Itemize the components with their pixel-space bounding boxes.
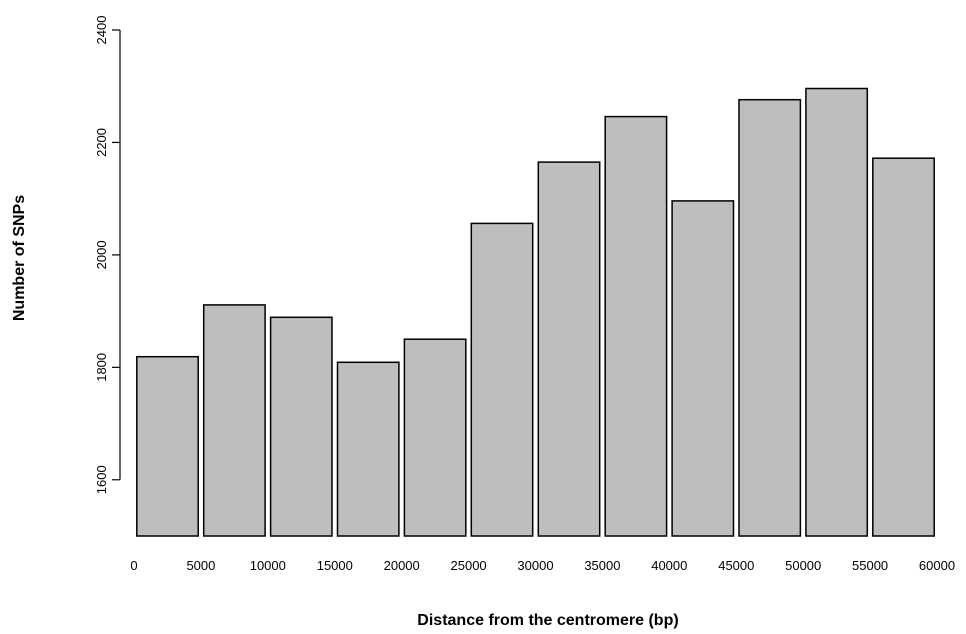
bar-20000-25000 — [403, 338, 467, 537]
y-axis: 1600 1800 2000 2200 2400 — [94, 16, 121, 494]
bar-45000-50000 — [738, 98, 802, 537]
x-tick-label: 40000 — [651, 558, 687, 573]
bars-group — [136, 87, 935, 537]
x-tick-label: 55000 — [852, 558, 888, 573]
y-tick-label: 1800 — [94, 353, 109, 382]
x-tick-label: 45000 — [718, 558, 754, 573]
x-axis-tick-labels: 0 5000 10000 15000 20000 25000 30000 35000 40000… — [130, 558, 955, 573]
x-axis-title: Distance from the centromere (bp) — [417, 612, 678, 629]
bar-35000-40000 — [604, 115, 668, 537]
bar-5000-10000 — [202, 304, 266, 537]
bar-0-5000 — [136, 355, 199, 537]
x-tick-label: 10000 — [250, 558, 286, 573]
bar-15000-20000 — [336, 361, 400, 537]
x-tick-label: 50000 — [785, 558, 821, 573]
bar-50000-55000 — [805, 87, 869, 537]
x-tick-label: 20000 — [384, 558, 420, 573]
x-tick-label: 0 — [130, 558, 137, 573]
y-tick-label: 2000 — [94, 240, 109, 269]
x-tick-label: 5000 — [186, 558, 215, 573]
x-tick-label: 25000 — [451, 558, 487, 573]
bar-55000-60000 — [872, 157, 935, 537]
x-tick-label: 30000 — [517, 558, 553, 573]
bar-25000-30000 — [470, 222, 534, 537]
y-axis-title: Number of SNPs — [11, 195, 28, 321]
y-tick-label: 2200 — [94, 128, 109, 157]
y-tick-label: 2400 — [94, 16, 109, 45]
x-tick-label: 35000 — [584, 558, 620, 573]
y-tick-label: 1600 — [94, 465, 109, 494]
x-tick-label: 60000 — [919, 558, 955, 573]
bar-40000-45000 — [671, 200, 735, 537]
x-tick-label: 15000 — [317, 558, 353, 573]
bar-30000-35000 — [537, 161, 601, 537]
bar-10000-15000 — [269, 316, 333, 537]
